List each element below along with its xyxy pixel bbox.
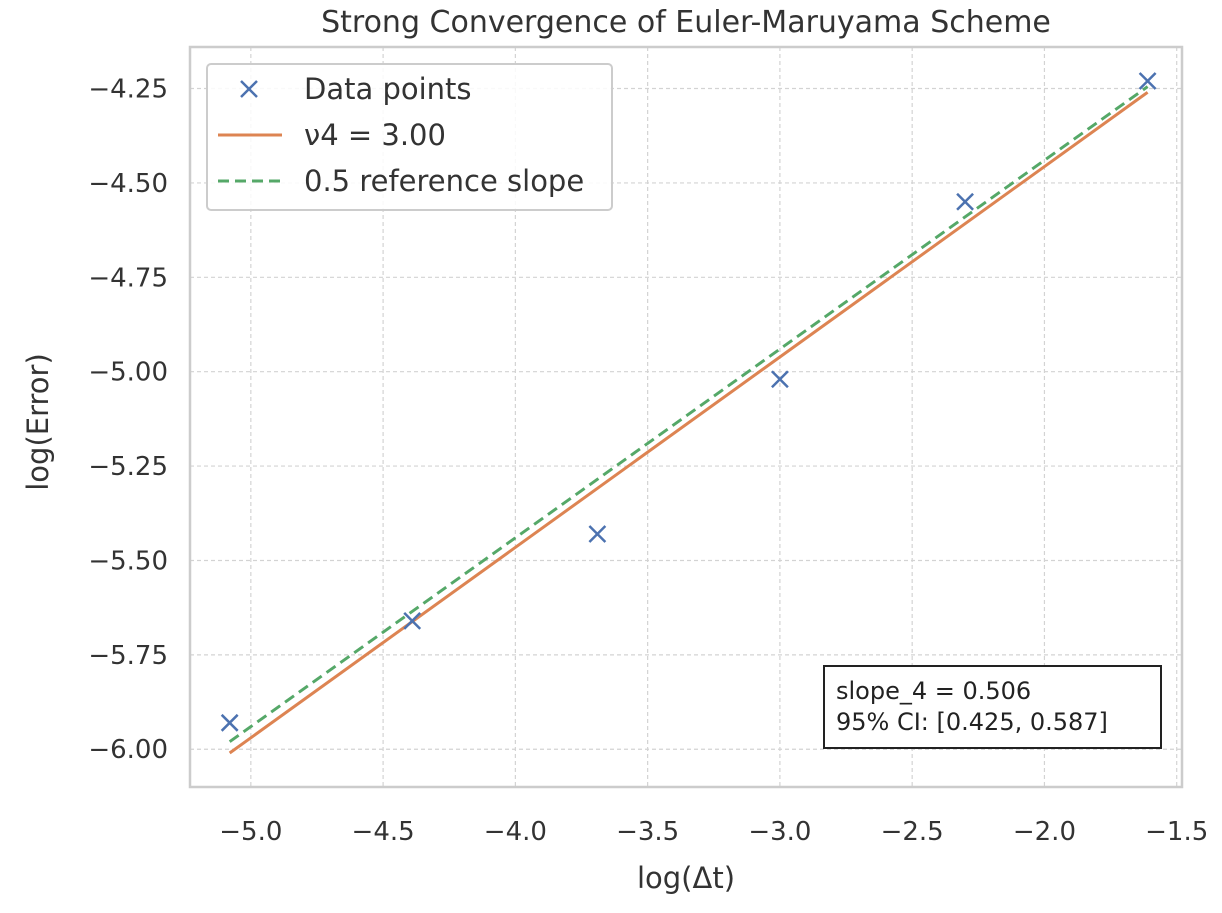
stats-annotation: slope_4 = 0.506 95% CI: [0.425, 0.587]	[823, 665, 1162, 749]
legend-label-fit: ν4 = 3.00	[304, 118, 446, 152]
legend-frame	[206, 63, 613, 211]
y-tick-label: −5.25	[88, 452, 168, 482]
reference-slope-line	[228, 85, 1149, 743]
x-tick-label: −2.0	[1013, 817, 1076, 847]
x-tick-label: −5.0	[219, 817, 282, 847]
x-tick-label: −3.5	[616, 817, 679, 847]
stats-ci: 95% CI: [0.425, 0.587]	[836, 708, 1108, 736]
y-tick-label: −6.00	[88, 735, 168, 765]
y-tick-label: −5.75	[88, 641, 168, 671]
chart-title: Strong Convergence of Euler-Maruyama Sch…	[321, 5, 1051, 40]
data-point-marker	[956, 192, 974, 211]
data-point-marker	[220, 713, 239, 732]
y-tick-label: −4.25	[88, 75, 168, 105]
series-layer	[220, 72, 1157, 755]
tick-labels: −5.0 −4.5 −4.0 −3.5 −3.0 −2.5 −2.0 −1.5 −4.25 −4.…	[88, 75, 1208, 847]
x-tick-label: −2.5	[881, 817, 944, 847]
legend-label-data-points: Data points	[304, 72, 472, 106]
data-point-marker	[403, 611, 422, 630]
y-tick-label: −5.50	[88, 546, 168, 576]
stats-box	[823, 665, 1162, 749]
legend-label-reference: 0.5 reference slope	[304, 164, 584, 198]
fit-line	[228, 91, 1149, 755]
x-tick-label: −3.0	[748, 817, 811, 847]
grid-lines	[190, 47, 1182, 787]
data-point-marker	[1138, 72, 1157, 90]
plot-frame	[188, 45, 1184, 789]
x-tick-label: −4.5	[352, 817, 415, 847]
legend: Data points ν4 = 3.00 0.5 reference slop…	[206, 63, 613, 211]
stats-slope: slope_4 = 0.506	[836, 677, 1031, 705]
y-tick-label: −4.50	[88, 169, 168, 199]
legend-marker-data-points	[240, 80, 258, 98]
x-axis-label: log(Δt)	[637, 861, 735, 895]
y-tick-label: −4.75	[88, 263, 168, 293]
x-tick-label: −4.0	[484, 817, 547, 847]
data-point-marker	[771, 370, 789, 389]
data-point-marker	[588, 525, 607, 543]
y-tick-label: −5.00	[88, 358, 168, 388]
y-axis-label: log(Error)	[21, 353, 55, 491]
x-tick-label: −1.5	[1145, 817, 1208, 847]
